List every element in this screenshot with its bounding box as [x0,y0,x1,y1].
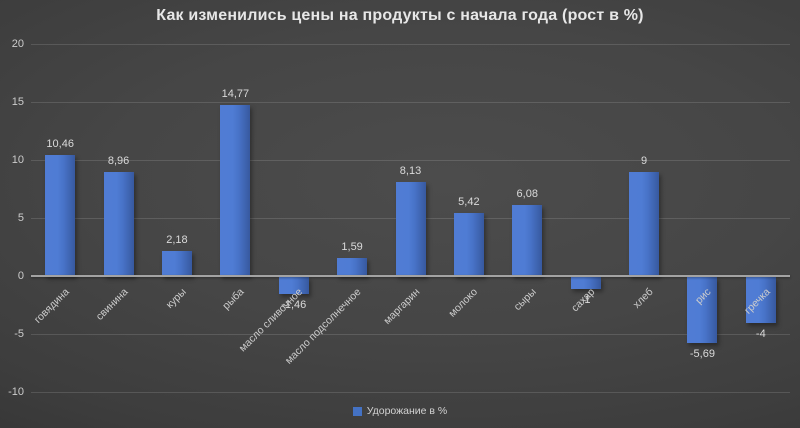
bar [220,104,251,276]
value-label: 14,77 [221,87,250,100]
bar [337,257,368,276]
value-label: 8,13 [399,164,422,177]
bar [453,213,484,276]
category-label: молоко [446,286,481,320]
bar [103,172,134,276]
y-tick-label: 10 [11,154,24,166]
value-label: -4 [755,328,766,341]
bar [570,277,601,289]
bar [687,277,718,343]
y-tick-label: -5 [14,328,24,340]
category-label: рыба [220,286,247,313]
category-label: куры [163,286,189,311]
y-tick-label: 0 [17,270,24,282]
gridline [31,160,790,161]
bar [512,205,543,276]
bar [745,277,776,324]
gridline [31,334,790,335]
category-label: говядина [31,286,72,326]
bar [161,250,192,276]
legend-marker-icon [352,406,362,416]
y-tick-label: 20 [11,38,24,50]
zero-axis-line [31,275,790,277]
bar [629,171,660,276]
bar [45,154,76,276]
gridline [31,102,790,103]
category-label: маргарин [381,286,422,327]
bar [395,181,426,276]
legend: Удорожание в % [0,405,800,417]
gridline [31,392,790,393]
value-label: 9 [640,154,648,167]
value-label: 8,96 [107,155,130,168]
chart-title: Как изменились цены на продукты с начала… [156,7,644,24]
value-label: 5,42 [458,196,480,209]
gridline [31,44,790,45]
bar [278,277,309,294]
value-label: 2,18 [166,233,188,246]
category-label: свинина [93,286,131,323]
value-label: -1,46 [281,298,307,311]
legend-label: Удорожание в % [366,405,448,417]
value-label: 1,59 [341,240,363,253]
category-label: хлеб [630,286,656,311]
value-label: 10,46 [46,137,74,150]
value-label: 6,08 [516,188,538,201]
value-label: -5,69 [689,348,715,360]
y-tick-label: 5 [17,212,24,224]
category-label: масло сливочное [236,286,306,355]
y-tick-label: -10 [8,386,24,398]
category-label: сыры [511,286,539,314]
value-label: -1 [580,293,591,306]
y-tick-label: 15 [11,96,24,108]
